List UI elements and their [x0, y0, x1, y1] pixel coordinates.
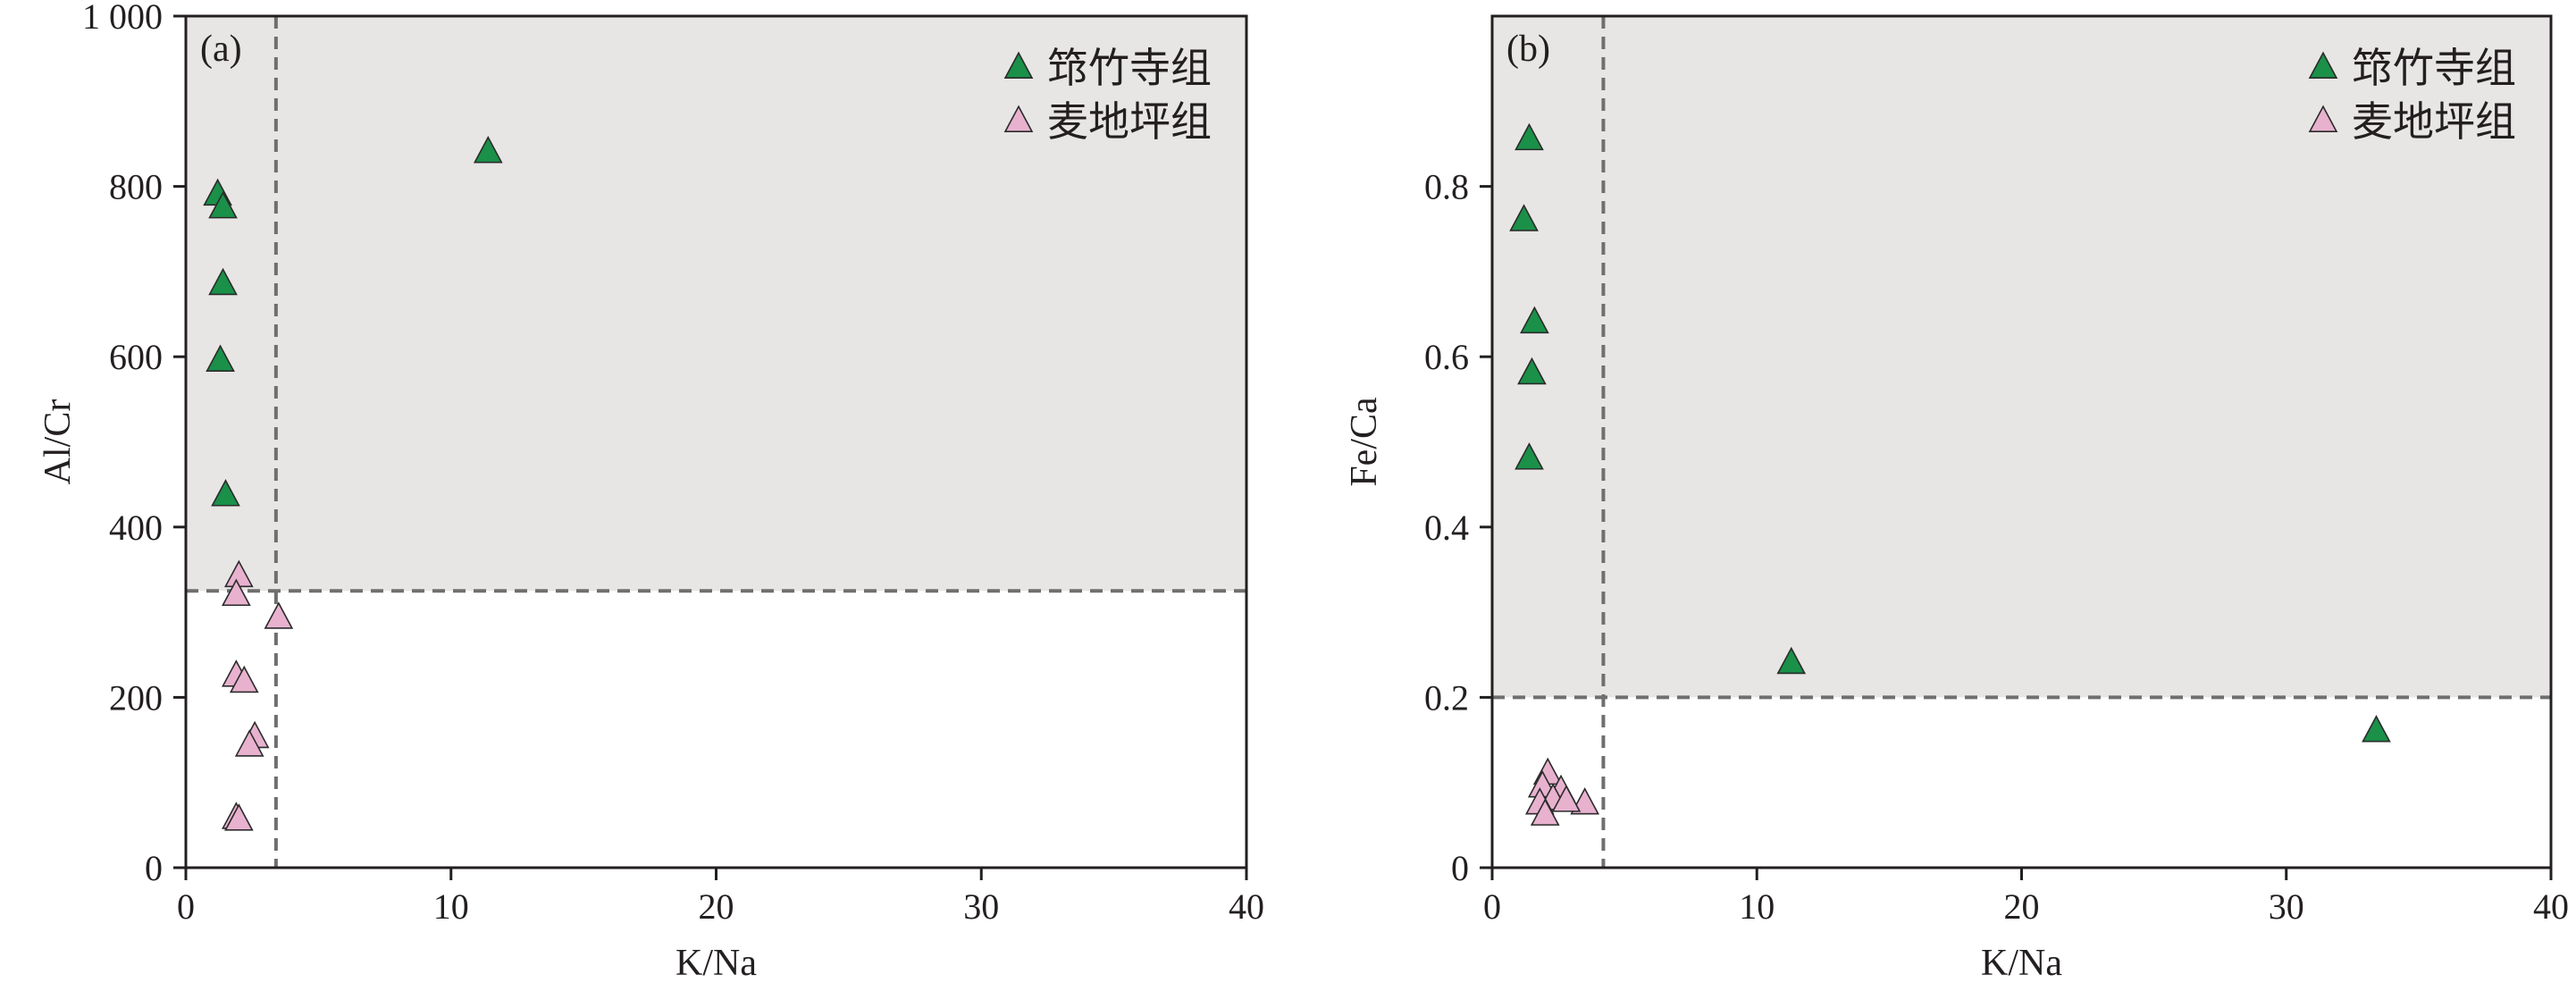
y-tick-label: 0.4	[1424, 508, 1469, 548]
data-point	[229, 665, 259, 693]
data-point	[222, 578, 251, 607]
shaded-region	[1492, 16, 2551, 698]
data-point	[1509, 204, 1539, 231]
legend-label: 麦地坪组	[2352, 97, 2516, 146]
legend-label: 筇竹寺组	[1047, 44, 1212, 92]
legend-marker	[2308, 105, 2338, 132]
data-point	[1515, 122, 1544, 151]
data-point	[1551, 785, 1582, 812]
x-tick-label: 10	[433, 886, 469, 927]
y-tick-label: 600	[109, 337, 163, 377]
data-point	[1515, 442, 1544, 470]
data-point	[208, 190, 238, 219]
y-tick-label: 0.8	[1424, 167, 1469, 207]
y-tick-label: 0.2	[1424, 677, 1469, 718]
x-tick-label: 0	[1483, 886, 1501, 927]
x-tick-label: 30	[2269, 886, 2304, 927]
x-axis-title: K/Na	[1981, 943, 2062, 984]
x-axis-title: K/Na	[675, 943, 757, 984]
data-point	[1776, 646, 1807, 675]
data-point	[264, 601, 294, 629]
x-tick-label: 10	[1739, 886, 1775, 927]
y-tick-label: 0	[1451, 848, 1469, 888]
data-point	[224, 803, 254, 831]
y-tick-label: 800	[109, 167, 163, 207]
legend-label: 筇竹寺组	[2352, 44, 2516, 92]
data-point	[211, 479, 240, 507]
x-tick-label: 0	[177, 886, 195, 927]
y-tick-label: 400	[109, 508, 163, 548]
shaded-region	[186, 16, 1246, 592]
series-qiongzhusi	[203, 135, 503, 507]
x-tick-label: 40	[2533, 886, 2569, 927]
data-point	[2362, 715, 2391, 743]
x-tick-label: 30	[963, 886, 999, 927]
data-point	[234, 729, 264, 757]
y-axis-title: Fe/Ca	[1344, 397, 1385, 487]
panel-label: (a)	[200, 29, 242, 70]
data-point	[1517, 357, 1547, 385]
x-tick-label: 20	[2004, 886, 2040, 927]
y-axis-title: Al/Cr	[38, 399, 79, 485]
y-tick-label: 1 000	[82, 0, 163, 37]
chart-panel-b: 0 10 20 30 40 0 0.2 0.4 0.6 0.8 K/Na Fe/Ca (b) 筇竹寺组麦地…	[1344, 14, 2569, 984]
data-point	[206, 344, 235, 372]
x-tick-label: 20	[699, 886, 734, 927]
legend-marker	[1003, 51, 1034, 79]
data-point	[208, 267, 238, 296]
y-tick-label: 0	[145, 848, 163, 888]
series-maidiping	[1524, 757, 1600, 826]
series-qiongzhusi	[1509, 122, 2391, 743]
legend-marker	[2308, 51, 2338, 79]
data-point	[473, 135, 503, 164]
data-point	[1530, 798, 1560, 826]
x-tick-label: 40	[1229, 886, 1264, 927]
legend-marker	[1003, 105, 1034, 132]
legend-label: 麦地坪组	[1047, 97, 1212, 146]
y-tick-label: 0.6	[1424, 337, 1469, 377]
series-maidiping	[222, 559, 294, 831]
data-point	[1520, 306, 1549, 334]
panel-label: (b)	[1506, 29, 1550, 70]
y-tick-label: 200	[109, 677, 163, 718]
